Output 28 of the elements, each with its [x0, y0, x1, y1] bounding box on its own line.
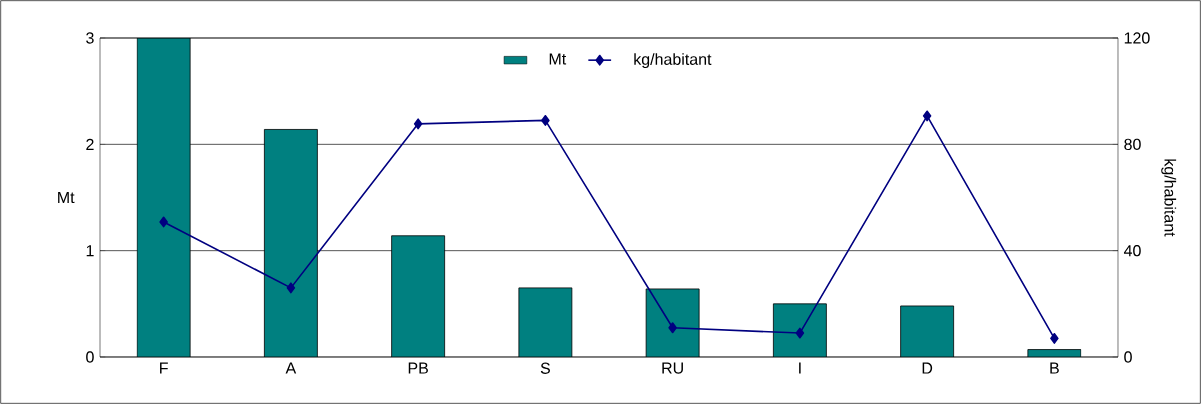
y-tick-label: 3: [86, 32, 94, 44]
y-tick-label: 1: [86, 245, 94, 257]
y2-axis-title: kg/habitant: [1161, 159, 1177, 237]
y2-tick-label: 0: [1124, 351, 1132, 363]
point: [413, 118, 423, 130]
x-tick-label: B: [1050, 362, 1059, 374]
y2-tick-label: 120: [1124, 32, 1150, 44]
y-tick-label: 0: [86, 351, 94, 363]
y-axis-title: Mt: [58, 191, 75, 204]
x-tick-label: I: [799, 362, 801, 374]
x-tick-label: RU: [662, 362, 683, 374]
point: [286, 282, 296, 294]
x-tick-label: PB: [408, 362, 428, 374]
y-tick-label: 2: [86, 138, 94, 150]
point: [668, 322, 677, 334]
y2-tick-label: 80: [1124, 138, 1141, 150]
x-tick-label: S: [540, 362, 550, 374]
point: [1050, 332, 1059, 344]
legend-label: kg/habitant: [634, 53, 712, 69]
x-tick-label: D: [922, 362, 933, 374]
point: [795, 327, 805, 339]
point: [922, 110, 932, 122]
x-tick-label: F: [160, 362, 168, 374]
point: [159, 216, 168, 228]
point: [541, 114, 550, 126]
x-tick-label: A: [285, 362, 297, 374]
legend-label: Mt: [549, 53, 567, 65]
y2-tick-label: 40: [1123, 245, 1141, 257]
